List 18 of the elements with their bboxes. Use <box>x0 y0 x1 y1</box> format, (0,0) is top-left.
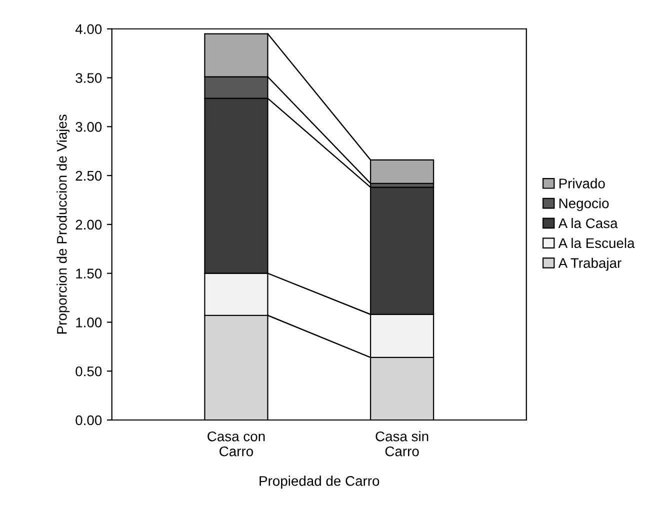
y-tick-label: 3.50 <box>76 73 102 83</box>
legend-label: Privado <box>559 178 605 188</box>
x-tick-label: Casa con Carro <box>208 431 265 456</box>
legend-label: A la Escuela <box>558 238 635 248</box>
y-tick-label: 0.00 <box>76 415 102 426</box>
y-tick-label: 1.00 <box>76 318 102 328</box>
y-tick-label: 3.00 <box>76 122 102 132</box>
legend-label: A Trabajar <box>558 258 622 271</box>
x-axis-title: Propiedad de Carro <box>260 476 380 489</box>
x-tick-label: Casa sin Carro <box>376 431 428 456</box>
y-tick-label: 0.50 <box>76 366 102 376</box>
legend-label: A la Casa <box>558 218 618 228</box>
y-axis-title: Proporcion de Produccion de Viajes <box>56 114 70 334</box>
y-tick-label: 2.00 <box>76 220 102 230</box>
y-tick-label: 2.50 <box>76 170 102 181</box>
legend-label: Negocio <box>559 198 609 212</box>
y-tick-label: 4.00 <box>75 24 102 34</box>
y-tick-label: 1.50 <box>76 268 102 278</box>
